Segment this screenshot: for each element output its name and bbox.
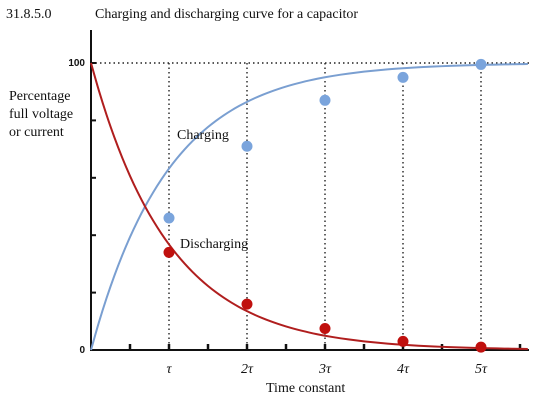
charging-point-2: [241, 140, 253, 152]
discharging-point-4: [397, 335, 409, 347]
discharging-point-5: [475, 341, 487, 353]
x-tick-label-5: 5τ: [475, 362, 488, 377]
discharging-point-3: [319, 322, 331, 334]
y-axis-label: Percentage full voltage or current: [9, 88, 99, 142]
y-tick-label-100: 100: [68, 58, 85, 69]
x-tick-label-1: τ: [166, 362, 172, 377]
charging-point-1: [163, 212, 175, 224]
series-label-discharging: Discharging: [180, 237, 248, 252]
y-axis-label-line-2: full voltage: [9, 107, 74, 122]
charging-curve: [90, 63, 528, 351]
x-tick-label-2: 2τ: [241, 362, 254, 377]
x-tick-label-4: 4τ: [397, 362, 410, 377]
x-axis-label: Time constant: [266, 381, 346, 396]
chart-title: Charging and discharging curve for a cap…: [95, 7, 359, 22]
x-tick-label-3: 3τ: [318, 362, 332, 377]
discharging-curve: [90, 62, 528, 350]
discharging-point-1: [163, 246, 175, 258]
discharging-point-2: [241, 298, 253, 310]
series-label-charging: Charging: [177, 128, 229, 143]
charging-point-3: [319, 94, 331, 106]
y-tick-label-0: 0: [79, 345, 85, 356]
figure-id: 31.8.5.0: [6, 7, 52, 22]
y-axis-label-line-3: or current: [9, 125, 64, 140]
y-axis-label-line-1: Percentage: [9, 89, 71, 104]
charging-point-4: [397, 71, 409, 83]
charging-point-5: [475, 58, 487, 70]
